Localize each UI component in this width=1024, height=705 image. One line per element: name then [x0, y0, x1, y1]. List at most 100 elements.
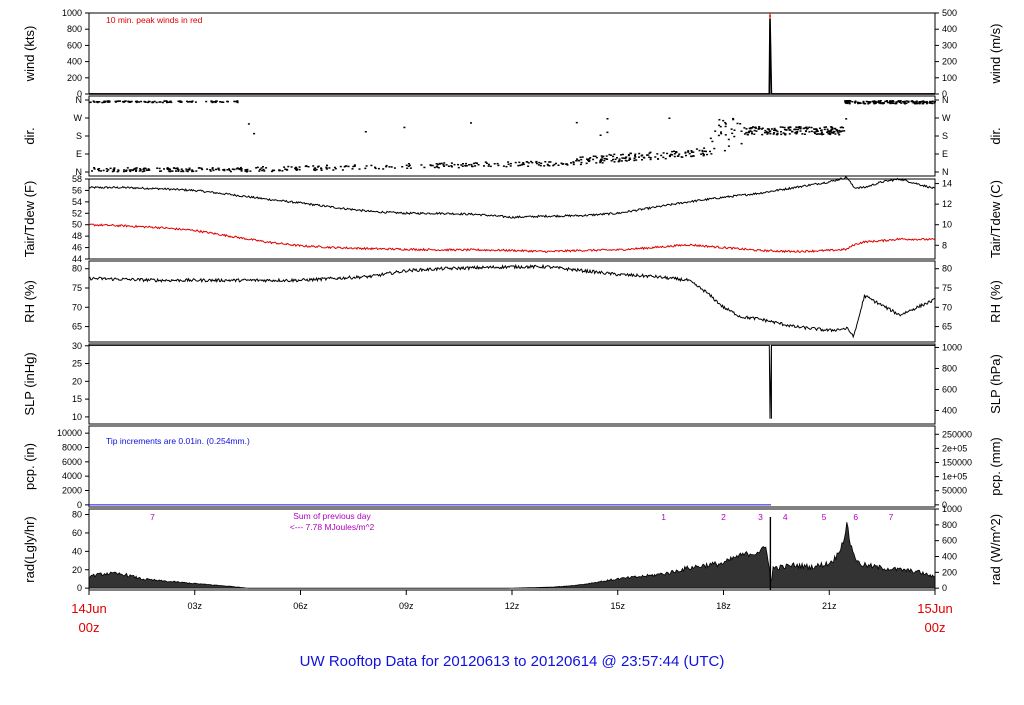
slp-left-tick-label: 15: [72, 394, 82, 404]
dir-point: [328, 167, 331, 169]
pcp-right-tick-label: 0: [942, 500, 947, 510]
dir-point: [98, 101, 101, 103]
dir-point: [298, 168, 301, 171]
dir-point: [868, 102, 871, 104]
dir-point: [624, 157, 627, 159]
dir-point: [445, 164, 448, 166]
dir-point: [740, 130, 743, 132]
dir-point: [139, 169, 142, 171]
dir-point: [832, 131, 835, 133]
dir-point: [179, 100, 182, 102]
wind-right-tick-label: 400: [942, 24, 957, 34]
dir-point: [862, 102, 865, 104]
rad-right-tick-label: 200: [942, 567, 957, 577]
dir-point: [628, 157, 631, 159]
dir-point: [733, 129, 736, 131]
dir-point: [798, 126, 800, 129]
dir-point: [794, 128, 797, 131]
dir-point: [720, 131, 722, 133]
dir-point: [191, 170, 194, 173]
dir-point: [518, 161, 521, 164]
rad-left-tick-label: 40: [72, 546, 82, 556]
wind-left-tick-label: 400: [67, 57, 82, 67]
dir-point: [509, 162, 512, 165]
dir-point: [487, 163, 490, 166]
dir-point: [233, 100, 236, 103]
dir-point: [307, 166, 310, 168]
dir-point: [465, 165, 468, 167]
x-start-day-label: 14Jun: [71, 601, 106, 616]
dir-point: [784, 134, 787, 136]
dir-point: [660, 154, 663, 157]
rad-right-tick-label: 800: [942, 520, 957, 530]
dir-point: [218, 169, 221, 171]
dir-point: [102, 101, 105, 104]
dir-point: [278, 169, 281, 172]
dir-point: [187, 101, 190, 103]
dir-point: [620, 154, 623, 156]
dir-point: [749, 130, 752, 132]
dir-point: [263, 170, 266, 172]
dir-point: [751, 132, 753, 135]
dir-point: [815, 130, 818, 133]
dir-point: [188, 167, 191, 169]
dir-point: [317, 166, 319, 168]
dir-point: [603, 157, 606, 160]
dir-point: [140, 100, 143, 103]
dir-point: [805, 126, 808, 128]
dir-point: [527, 162, 530, 164]
dir-point: [576, 158, 578, 160]
dir-point: [814, 132, 816, 135]
dir-point: [97, 168, 99, 171]
dir-point: [601, 159, 603, 161]
dir-point: [217, 168, 220, 170]
dir-point: [859, 102, 862, 104]
dir-point: [823, 126, 826, 128]
dir-point: [170, 101, 173, 104]
dir-point: [879, 101, 881, 103]
dir-point: [497, 164, 500, 167]
wind-right-tick-label: 500: [942, 8, 957, 18]
dir-right-tick-label: N: [942, 167, 949, 177]
dir-point: [709, 137, 712, 140]
dir-point: [675, 151, 678, 153]
dir-point: [215, 168, 217, 171]
dir-point: [595, 156, 598, 159]
dir-point: [605, 158, 608, 160]
dir-point: [134, 167, 137, 170]
dir-point: [585, 162, 588, 165]
dir-point: [797, 128, 799, 131]
dir-point: [925, 101, 928, 103]
dir-point: [876, 101, 878, 103]
dir-point: [431, 164, 434, 167]
x-end-day-label: 15Jun: [917, 601, 952, 616]
dir-point: [437, 167, 440, 169]
dir-point: [869, 101, 872, 103]
dir-point: [133, 168, 136, 170]
rh-left-axis-label: RH (%): [22, 280, 37, 323]
dir-point: [212, 169, 215, 172]
dir-point: [753, 126, 756, 129]
dir-point: [517, 164, 520, 167]
dir-point: [784, 133, 787, 135]
dir-point: [816, 130, 819, 132]
dir-point: [600, 155, 603, 157]
dir-point: [907, 100, 910, 103]
temp-left-tick-label: 58: [72, 174, 82, 184]
dir-point: [450, 166, 453, 168]
rh-right-axis-label: RH (%): [988, 280, 1003, 323]
dir-point: [922, 101, 925, 103]
dir-point: [138, 170, 141, 172]
dir-point: [493, 163, 496, 165]
dir-point: [673, 155, 676, 158]
dir-point: [711, 140, 714, 143]
dir-left-tick-label: W: [74, 113, 83, 123]
dir-point: [719, 125, 722, 128]
dir-point: [353, 165, 356, 167]
dir-point: [353, 164, 356, 166]
dir-point: [159, 101, 162, 103]
dir-point: [586, 158, 588, 160]
dir-point: [810, 126, 813, 129]
